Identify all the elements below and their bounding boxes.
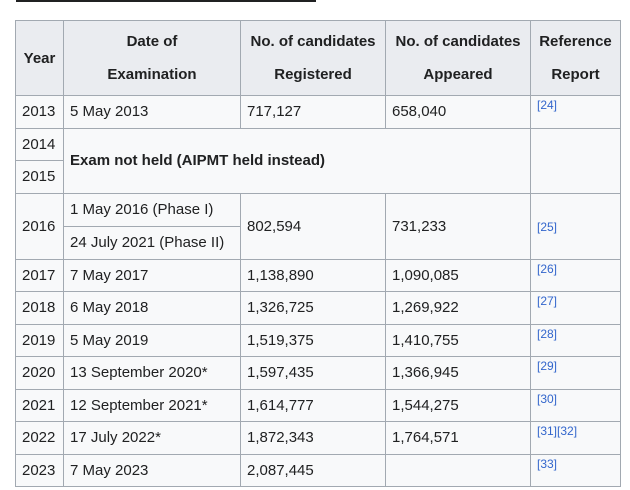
table-row: 2021 12 September 2021* 1,614,777 1,544,… (15, 388, 621, 422)
reference-link[interactable]: [28] (537, 326, 558, 341)
table-row: 2019 5 May 2019 1,519,375 1,410,755 [28] (15, 323, 621, 357)
cell-date-phase1: 1 May 2016 (Phase I) (64, 194, 240, 227)
header-reference-line1: Reference (539, 33, 612, 50)
cell-year: 2014 (15, 127, 64, 161)
header-registered: No. of candidates Registered (240, 20, 386, 96)
cell-reference: [30] (530, 388, 621, 422)
cell-date: 12 September 2021* (63, 388, 241, 422)
header-appeared-line1: No. of candidates (395, 33, 521, 50)
cell-date-phase2: 24 July 2021 (Phase II) (70, 233, 225, 251)
cell-date: 7 May 2017 (63, 258, 241, 292)
cell-year: 2020 (15, 356, 64, 390)
reference-link[interactable]: [26] (537, 261, 558, 276)
cell-reference: [28] (530, 323, 621, 357)
cell-reference: [26] (530, 258, 621, 292)
cell-year: 2018 (15, 291, 64, 325)
reference-link[interactable]: [33] (537, 456, 558, 471)
cell-appeared: 1,269,922 (385, 291, 531, 325)
cell-date: 7 May 2023 (63, 453, 241, 487)
cell-date: 6 May 2018 (63, 291, 241, 325)
cell-registered: 802,594 (240, 192, 386, 260)
cell-appeared: 1,410,755 (385, 323, 531, 357)
table-row: 2023 7 May 2023 2,087,445 [33] (15, 453, 621, 487)
cell-year: 2016 (15, 192, 64, 260)
table-row: 2022 17 July 2022* 1,872,343 1,764,571 [… (15, 421, 621, 455)
neet-exam-statistics-table: Year Date of Examination No. of candidat… (15, 20, 621, 487)
cell-reference: [31][32] (530, 421, 621, 455)
cell-year: 2017 (15, 258, 64, 292)
reference-link[interactable]: [30] (537, 391, 558, 406)
cell-registered: 1,138,890 (240, 258, 386, 292)
cell-year: 2023 (15, 453, 64, 487)
cell-not-held-note: Exam not held (AIPMT held instead) (63, 127, 531, 194)
cell-date: 1 May 2016 (Phase I) 24 July 2021 (Phase… (63, 192, 241, 260)
cell-date: 5 May 2013 (63, 95, 241, 129)
cell-appeared: 1,366,945 (385, 356, 531, 390)
cell-registered: 2,087,445 (240, 453, 386, 487)
cell-reference: [25] (530, 192, 621, 260)
table-row: 2018 6 May 2018 1,326,725 1,269,922 [27] (15, 291, 621, 325)
cell-appeared (385, 453, 531, 487)
cell-appeared: 1,090,085 (385, 258, 531, 292)
cell-reference: [24] (530, 95, 621, 129)
cell-year: 2015 (15, 160, 64, 194)
cell-registered: 1,597,435 (240, 356, 386, 390)
header-date-line2: Examination (107, 66, 197, 83)
reference-link[interactable]: [24] (537, 98, 558, 112)
cell-registered: 717,127 (240, 95, 386, 129)
header-appeared: No. of candidates Appeared (385, 20, 531, 96)
cell-appeared: 1,544,275 (385, 388, 531, 422)
header-registered-line1: No. of candidates (250, 33, 376, 50)
reference-link[interactable]: [29] (537, 359, 558, 373)
table-header-row: Year Date of Examination No. of candidat… (15, 20, 621, 96)
table-row: 2020 13 September 2020* 1,597,435 1,366,… (15, 356, 621, 390)
cell-year: 2019 (15, 323, 64, 357)
cell-registered: 1,872,343 (240, 421, 386, 455)
cell-appeared: 658,040 (385, 95, 531, 129)
reference-link[interactable]: [25] (537, 219, 558, 234)
header-date: Date of Examination (63, 20, 241, 96)
header-registered-line2: Registered (274, 66, 352, 83)
cell-reference: [29] (530, 356, 621, 390)
cell-registered: 1,519,375 (240, 323, 386, 357)
cell-registered: 1,326,725 (240, 291, 386, 325)
header-appeared-line2: Appeared (423, 66, 493, 83)
cell-appeared: 1,764,571 (385, 421, 531, 455)
cell-reference: [27] (530, 291, 621, 325)
reference-link[interactable]: [31][32] (537, 424, 578, 438)
cell-year: 2013 (15, 95, 64, 129)
table-row: 2013 5 May 2013 717,127 658,040 [24] (15, 95, 621, 129)
cell-date: 13 September 2020* (63, 356, 241, 390)
header-reference: Reference Report (530, 20, 621, 96)
table-row: 2016 1 May 2016 (Phase I) 24 July 2021 (… (15, 192, 621, 260)
cell-year: 2021 (15, 388, 64, 422)
table-row: 2014 Exam not held (AIPMT held instead) (15, 127, 621, 194)
section-heading-underline (16, 0, 316, 6)
cell-registered: 1,614,777 (240, 388, 386, 422)
cell-date: 17 July 2022* (63, 421, 241, 455)
header-year: Year (15, 20, 64, 96)
cell-year: 2022 (15, 421, 64, 455)
header-reference-line2: Report (551, 66, 600, 83)
header-date-line1: Date of (126, 33, 178, 50)
table-row: 2015 (15, 160, 621, 194)
table-row: 2017 7 May 2017 1,138,890 1,090,085 [26] (15, 258, 621, 292)
cell-date: 5 May 2019 (63, 323, 241, 357)
reference-link[interactable]: [27] (537, 294, 558, 308)
cell-reference-empty (530, 127, 621, 194)
cell-reference: [33] (530, 453, 621, 487)
cell-appeared: 731,233 (385, 192, 531, 260)
